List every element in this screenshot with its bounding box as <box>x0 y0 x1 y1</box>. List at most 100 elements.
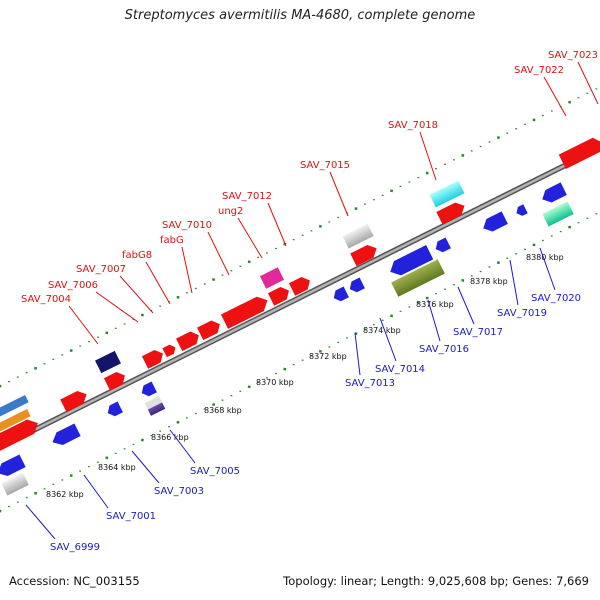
gene-leader-line <box>181 246 193 294</box>
gene-feature[interactable] <box>197 318 223 341</box>
gene-leader-line <box>95 291 139 323</box>
track-dot <box>532 243 536 247</box>
track-dot <box>212 403 216 407</box>
track-dot <box>7 380 10 383</box>
gene-feature[interactable] <box>103 369 128 391</box>
gene-feature[interactable] <box>342 223 374 249</box>
track-dot <box>150 434 153 437</box>
track-dot <box>417 176 420 179</box>
gene-label-SAV_7016[interactable]: SAV_7016 <box>419 344 469 355</box>
track-dot <box>266 377 268 379</box>
gene-leader-line <box>68 305 99 345</box>
gene-feature[interactable] <box>105 401 123 419</box>
track-dot <box>292 238 295 241</box>
track-dot <box>461 153 465 157</box>
gene-feature[interactable] <box>49 423 81 448</box>
track-dot <box>159 430 162 432</box>
gene-label-SAV_7007[interactable]: SAV_7007 <box>76 264 126 275</box>
track-dot <box>337 341 340 344</box>
gene-features <box>0 135 600 496</box>
gene-feature[interactable] <box>220 293 271 329</box>
gene-label-SAV_7003[interactable]: SAV_7003 <box>154 486 204 497</box>
gene-feature[interactable] <box>436 199 467 225</box>
gene-feature[interactable] <box>391 259 445 297</box>
gene-feature[interactable] <box>288 274 313 296</box>
track-dot <box>488 141 491 143</box>
gene-label-ung2[interactable]: ung2 <box>218 206 243 217</box>
gene-leader-line <box>207 231 230 276</box>
gene-feature[interactable] <box>60 388 90 413</box>
gene-feature[interactable] <box>95 350 121 374</box>
track-dot <box>123 323 126 325</box>
gene-label-SAV_7022[interactable]: SAV_7022 <box>514 65 564 76</box>
track-dot <box>496 136 500 140</box>
gene-feature[interactable] <box>433 237 451 255</box>
track-dot <box>444 163 446 166</box>
gene-feature[interactable] <box>0 454 26 479</box>
track-dot <box>577 96 580 99</box>
track-dot <box>69 349 73 352</box>
genome-backbone <box>0 145 600 450</box>
gene-label-SAV_7017[interactable]: SAV_7017 <box>453 327 503 338</box>
gene-leader-line <box>145 261 171 305</box>
gene-label-SAV_7023[interactable]: SAV_7023 <box>548 50 598 61</box>
gene-label-SAV_7004[interactable]: SAV_7004 <box>21 294 71 305</box>
track-dot <box>69 474 73 477</box>
track-dot <box>0 509 2 513</box>
gene-label-SAV_7019[interactable]: SAV_7019 <box>497 308 547 319</box>
track-dot <box>239 390 242 393</box>
gene-leader-line <box>427 299 441 342</box>
track-dot <box>399 185 402 188</box>
track-dot <box>212 278 216 282</box>
track-dot <box>390 189 394 193</box>
gene-feature[interactable] <box>176 329 202 352</box>
gene-feature[interactable] <box>162 343 177 358</box>
gene-feature[interactable] <box>0 395 29 425</box>
track-dot <box>318 224 322 228</box>
gene-feature[interactable] <box>267 284 292 306</box>
track-dot <box>337 216 340 219</box>
gene-feature[interactable] <box>542 201 574 227</box>
gene-feature[interactable] <box>0 409 31 439</box>
gene-feature[interactable] <box>539 182 567 205</box>
gene-feature[interactable] <box>1 472 29 496</box>
gene-label-SAV_7013[interactable]: SAV_7013 <box>345 378 395 389</box>
track-dot <box>79 345 82 347</box>
scale-tick-label: 8378 kbp <box>470 277 508 286</box>
track-dot <box>372 323 375 326</box>
gene-feature[interactable] <box>347 277 365 295</box>
track-dot <box>506 257 509 259</box>
gene-feature[interactable] <box>350 242 380 267</box>
gene-feature[interactable] <box>144 396 166 416</box>
gene-leader-line <box>169 429 196 464</box>
gene-feature[interactable] <box>0 416 41 454</box>
gene-feature[interactable] <box>387 245 434 279</box>
gene-feature[interactable] <box>331 286 349 304</box>
track-dot <box>425 296 429 300</box>
gene-label-SAV_7014[interactable]: SAV_7014 <box>375 364 425 375</box>
gene-label-fabG[interactable]: fabG <box>160 235 184 246</box>
gene-label-SAV_7015[interactable]: SAV_7015 <box>300 160 350 171</box>
track-dot <box>452 284 455 286</box>
gene-feature[interactable] <box>480 211 508 234</box>
gene-feature[interactable] <box>558 135 600 169</box>
gene-label-SAV_7012[interactable]: SAV_7012 <box>222 191 272 202</box>
gene-leader-line <box>543 76 567 117</box>
gene-label-SAV_7006[interactable]: SAV_7006 <box>48 280 98 291</box>
track-dot <box>470 275 473 277</box>
gene-label-SAV_7005[interactable]: SAV_7005 <box>190 466 240 477</box>
track-dot <box>114 327 117 330</box>
gene-label-SAV_7020[interactable]: SAV_7020 <box>531 293 581 304</box>
track-dot <box>328 221 331 223</box>
gene-feature[interactable] <box>139 381 157 399</box>
gene-label-SAV_7001[interactable]: SAV_7001 <box>106 511 156 522</box>
track-dot <box>318 349 322 353</box>
gene-feature[interactable] <box>514 204 528 217</box>
gene-label-SAV_7018[interactable]: SAV_7018 <box>388 120 438 131</box>
gene-feature[interactable] <box>429 180 465 208</box>
gene-label-fabG8[interactable]: fabG8 <box>122 250 152 261</box>
gene-feature[interactable] <box>259 267 285 289</box>
gene-label-SAV_6999[interactable]: SAV_6999 <box>50 542 100 553</box>
gene-label-SAV_7010[interactable]: SAV_7010 <box>162 220 212 231</box>
gene-feature[interactable] <box>141 347 166 369</box>
